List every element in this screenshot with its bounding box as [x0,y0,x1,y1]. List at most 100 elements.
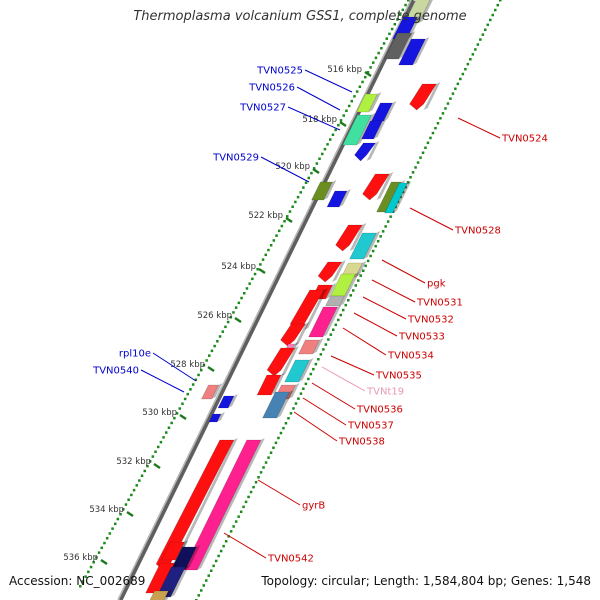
gene-label-gyrB-leader [257,479,301,506]
dotted-circle-dot [312,367,315,371]
dotted-circle-dot [434,126,437,130]
feature-block [371,102,393,122]
feature-block [262,391,290,419]
dotted-circle-dot [114,522,117,526]
feature-block [398,38,426,66]
dotted-circle-dot [459,77,462,81]
dotted-circle-dot [374,244,377,248]
dotted-circle-dot [202,364,206,367]
feature-block-side [392,181,412,213]
dotted-circle-dot [491,13,494,17]
dotted-circle-dot [404,185,407,189]
gene-label-TVN0542: TVN0542 [267,554,314,565]
dotted-circle-dot [347,104,351,108]
scale-tick [126,510,134,518]
dotted-circle-dot [200,368,203,372]
dotted-circle-dot [100,546,103,550]
dotted-circle-dot [429,136,432,140]
dotted-circle-dot [339,313,342,317]
outer-dotted-circle [79,0,502,600]
dotted-circle-dot [173,416,176,420]
dotted-circle-dot [494,8,497,12]
dotted-circle-dot [481,33,485,36]
dotted-circle-dot [469,58,472,61]
feature-block-side [288,383,300,399]
dotted-circle-dot [243,292,246,295]
dotted-circle-dot [154,450,157,453]
dotted-circle-dot [244,500,248,504]
gene-label-TVN0536-leader [311,382,356,410]
feature-block [161,541,185,561]
dotted-circle-dot [496,3,499,7]
dotted-circle-dot [296,195,300,199]
dotted-circle-dot [401,190,405,194]
accession-label: Accession: NC_002689 [9,574,146,588]
gene-label-TVN0526: TVN0526 [248,83,295,94]
dotted-circle-dot [254,481,258,484]
dotted-circle-dot [200,589,203,592]
dotted-circle-dot [212,564,215,568]
dotted-circle-dot [411,171,415,174]
dotted-circle-dot [441,112,445,115]
scale-tick-label: 518 kbp [302,115,337,125]
dotted-circle-dot [416,161,420,164]
dotted-circle-dot [377,51,380,55]
gene-label-TVN0535-leader [330,355,375,376]
feature-block [149,590,169,600]
dotted-circle-dot [248,282,251,285]
scale-tick [258,267,266,275]
dotted-circle-dot [274,441,278,445]
scale-axis: 516 kbp 518 kbp 520 kbp 522 kbp 524 kbp 526 k… [63,65,372,566]
dotted-circle-dot [466,62,470,66]
dotted-circle-dot [358,85,362,88]
feature-block [298,339,320,355]
dotted-circle-dot [396,18,399,21]
dotted-circle-dot [159,440,163,444]
dotted-circle-dot [259,263,262,266]
dotted-circle-dot [124,503,128,506]
dotted-circle-dot [393,23,397,26]
gene-label-TVN0529-leader [260,156,310,183]
dotted-circle-dot [389,215,392,218]
dotted-circle-dot [127,498,130,501]
feature-block [362,173,390,201]
dotted-circle-dot [278,229,281,233]
dotted-circle-dot [217,554,220,558]
dotted-circle-dot [249,490,253,494]
feature-block-side [276,390,294,418]
dotted-circle-dot [218,335,222,338]
feature-block [280,323,306,347]
feature-block [342,114,372,146]
dotted-circle-dot [210,349,214,353]
dotted-circle-dot [342,308,345,312]
dotted-circle-dot [289,412,293,415]
scale-tick [285,216,293,224]
dotted-circle-dot [344,303,347,307]
dotted-circle-dot [272,239,276,242]
scale-tick-label: 530 kbp [142,408,177,418]
dotted-circle-dot [299,191,302,194]
dotted-circle-dot [479,38,482,41]
dotted-circle-dot [232,311,235,314]
dotted-circle-dot [357,279,360,282]
dotted-circle-dot [247,495,250,499]
feature-block [335,224,363,252]
feature-block-side [339,189,351,207]
dotted-circle-dot [366,259,370,263]
dotted-circle-dot [334,323,337,327]
dotted-circle-dot [261,258,265,261]
feature-block-side [368,92,382,112]
dotted-circle-dot [140,474,144,477]
dotted-circle-dot [484,28,487,31]
dotted-circle-dot [424,146,427,149]
dotted-circle-dot [275,234,278,237]
dotted-circle-dot [252,485,255,489]
dotted-circle-dot [135,484,138,487]
dotted-circle-dot [454,87,457,90]
feature-block [341,262,363,278]
dotted-circle-dot [186,392,189,396]
gene-label-TVN0535: TVN0535 [375,371,422,382]
gene-label-TVN0540-leader [140,369,185,393]
feature-block [284,359,310,383]
